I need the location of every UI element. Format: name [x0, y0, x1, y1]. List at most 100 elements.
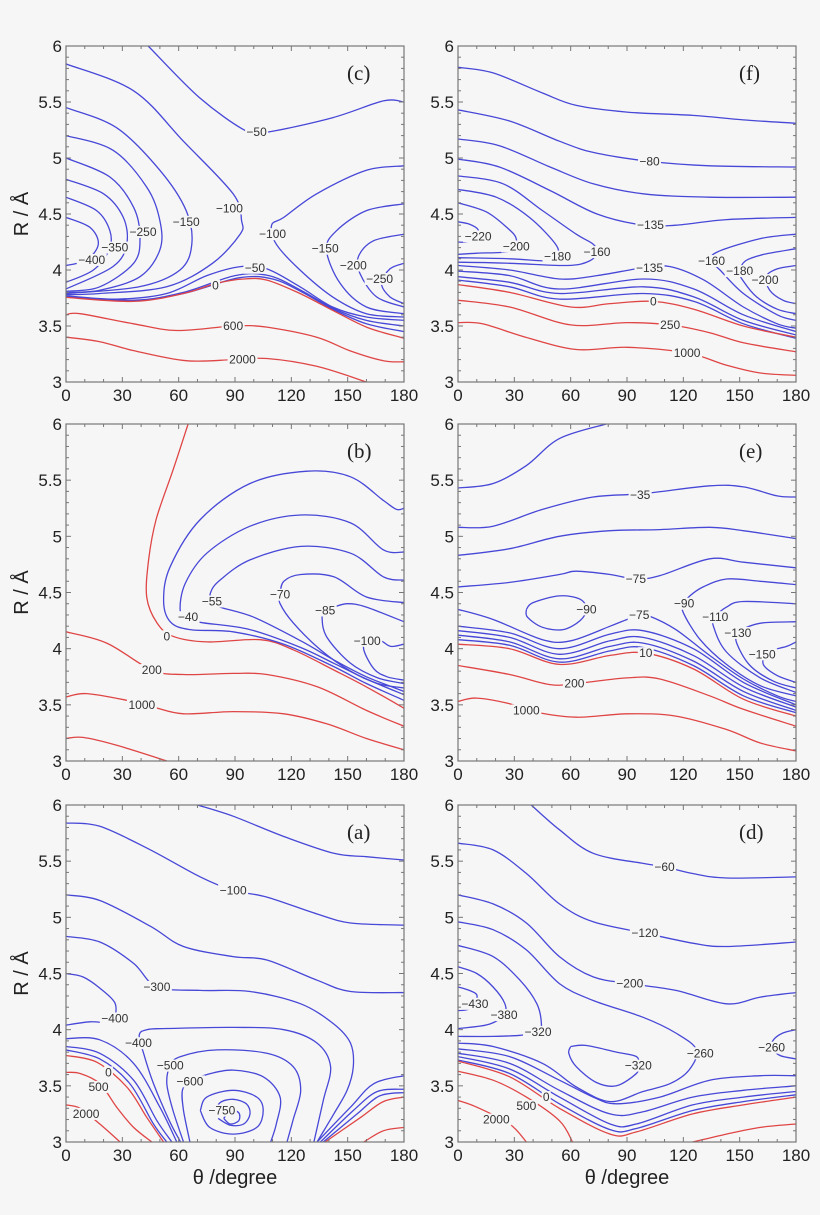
x-tick-label: 0 [453, 765, 462, 784]
contour-line [66, 631, 404, 727]
contour-line [458, 664, 796, 727]
x-tick-label: 0 [453, 1146, 462, 1165]
contour-label-gap [542, 250, 573, 263]
y-tick-label: 4.5 [38, 584, 62, 603]
contour-label-gap [127, 225, 158, 238]
y-tick-label: 3.5 [38, 317, 62, 336]
contour-label: −135 [637, 218, 664, 232]
contour-label: −40 [178, 610, 199, 624]
contour-label: 600 [223, 319, 243, 333]
y-tick-label: 3.5 [430, 1077, 454, 1096]
contour-label-gap [722, 626, 753, 639]
contour-label: −100 [259, 227, 286, 241]
contour-label: 2000 [73, 1107, 100, 1121]
contour-label: −380 [490, 1008, 517, 1022]
contour-label-gap [747, 648, 778, 661]
x-tick-label: 120 [277, 1146, 305, 1165]
contour-label-gap [685, 1047, 716, 1060]
x-tick-label: 150 [333, 765, 361, 784]
contour-line [66, 1037, 178, 1142]
contour-line [458, 625, 796, 706]
panel-f: −80−135−160−180−200−220−13502501000−160−… [430, 37, 810, 405]
contour-label-gap [627, 608, 651, 621]
x-tick-label: 90 [618, 765, 637, 784]
contour-label-gap [541, 1091, 551, 1104]
panel-label: (b) [347, 439, 372, 463]
contour-line [458, 424, 607, 489]
contour-line [197, 805, 404, 861]
contour-label: 2000 [483, 1113, 510, 1127]
contour-label: −250 [366, 272, 393, 286]
contour-lines [66, 805, 404, 1142]
x-axis-label: θ /degree [585, 1167, 670, 1189]
contour-line [458, 321, 796, 376]
x-tick-label: 60 [169, 765, 188, 784]
y-tick-label: 5.5 [38, 852, 62, 871]
y-tick-label: 4.5 [38, 965, 62, 984]
contour-line [66, 336, 367, 382]
contour-label: −260 [758, 1041, 785, 1055]
y-tick-label: 5 [445, 908, 454, 927]
y-tick-label: 3.5 [430, 317, 454, 336]
contour-label-gap [511, 704, 542, 717]
contour-label-gap [574, 603, 598, 616]
x-tick-label: 90 [618, 1146, 637, 1165]
y-tick-label: 6 [445, 415, 454, 434]
contour-label-gap [514, 1100, 538, 1113]
contour-label-gap [696, 255, 727, 268]
y-tick-label: 5 [53, 908, 62, 927]
contour-label-gap [364, 272, 395, 285]
contour-line [319, 1088, 404, 1142]
contour-label-gap [522, 1025, 553, 1038]
x-tick-label: 30 [505, 765, 524, 784]
panel-e: −35 −75 −90 −75 −90 −110 −130 −150 10 200 1000 0 30 6… [430, 415, 810, 784]
panel-label: (f) [739, 61, 760, 85]
plot-frame [65, 423, 405, 762]
contour-label: −120 [631, 926, 658, 940]
contour-label-gap [71, 1107, 102, 1120]
contour-label: −100 [216, 201, 243, 215]
y-tick-label: 4 [445, 640, 454, 659]
contour-label-gap [155, 1059, 186, 1072]
x-tick-label: 30 [505, 386, 524, 405]
contour-label-gap [623, 1059, 654, 1072]
contour-label: 500 [88, 1080, 108, 1094]
contour-line [66, 972, 117, 1026]
y-axis-label: R / Å [10, 951, 33, 996]
contour-line [458, 639, 796, 714]
y-tick-label: 3 [445, 752, 454, 771]
contour-label-gap [268, 588, 292, 601]
contour-line [147, 46, 404, 136]
contour-label-gap [206, 1104, 237, 1117]
y-tick-label: 6 [445, 796, 454, 815]
contour-label-gap [653, 860, 677, 873]
contour-label: −750 [208, 1104, 235, 1118]
contour-label-gap [257, 228, 288, 241]
contour-line [458, 643, 796, 717]
contour-label: 2000 [229, 353, 256, 367]
contour-line [567, 1044, 640, 1088]
contour-label: −350 [101, 241, 128, 255]
x-tick-label: 30 [113, 765, 132, 784]
contour-label-gap [635, 219, 666, 232]
contour-label-gap [724, 265, 755, 278]
contour-label-gap [648, 295, 658, 308]
contour-label-gap [227, 353, 258, 366]
x-axis-label: θ /degree [193, 1167, 278, 1189]
contour-label: 10 [639, 646, 653, 660]
contour-label-gap [310, 242, 341, 255]
contour-label: −250 [129, 225, 156, 239]
y-tick-label: 4 [53, 261, 62, 280]
y-tick-label: 5.5 [430, 93, 454, 112]
contour-line [458, 697, 796, 752]
x-tick-label: 30 [113, 1146, 132, 1165]
contour-line [458, 1055, 796, 1128]
contour-label: −135 [636, 261, 663, 275]
contour-label: 1000 [129, 698, 156, 712]
x-tick-label: 60 [561, 1146, 580, 1165]
contour-label-gap [624, 573, 648, 586]
panel-label: (d) [739, 820, 764, 844]
contour-line [66, 178, 129, 290]
contour-label-gap [86, 1080, 110, 1093]
